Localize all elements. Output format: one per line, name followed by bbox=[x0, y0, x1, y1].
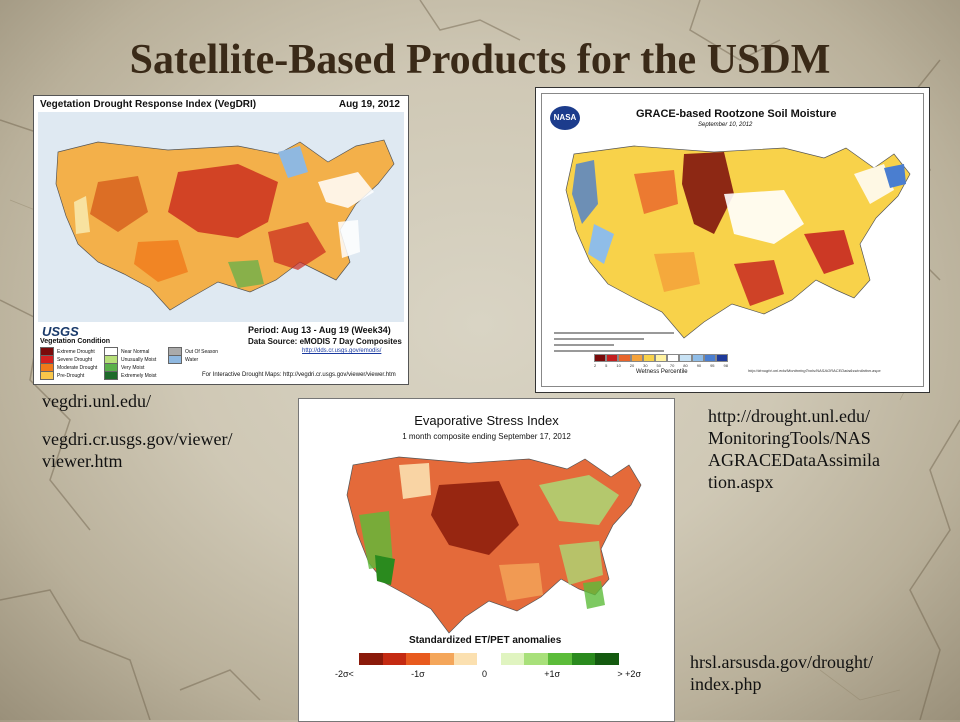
vegdri-link-2[interactable]: vegdri.cr.usgs.gov/viewer/ viewer.htm bbox=[42, 429, 233, 471]
grace-scale-swatch bbox=[703, 354, 716, 362]
grace-scale-swatch bbox=[715, 354, 729, 362]
esi-scale-swatch bbox=[500, 653, 525, 665]
vegdri-map-title: Vegetation Drought Response Index (VegDR… bbox=[40, 99, 257, 110]
esi-scale-swatch bbox=[359, 653, 383, 665]
legend-label: Extremely Moist bbox=[121, 372, 157, 379]
vegdri-legend-item: Near Normal bbox=[104, 347, 166, 356]
esi-scale-swatch bbox=[406, 653, 430, 665]
vegdri-legend-item: Extremely Moist bbox=[104, 371, 166, 380]
vegdri-legend-title: Vegetation Condition bbox=[40, 338, 110, 345]
grace-scale-swatch bbox=[679, 354, 692, 362]
vegdri-legend: Extreme Drought Severe Drought Moderate Dr… bbox=[40, 347, 240, 380]
grace-scale-swatch bbox=[618, 354, 631, 362]
grace-scale-swatch bbox=[642, 354, 655, 362]
vegdri-legend-item: Water bbox=[168, 355, 230, 364]
grace-scale-tick: 10 bbox=[616, 363, 621, 368]
vegdri-link-1[interactable]: vegdri.unl.edu/ bbox=[42, 391, 151, 411]
legend-label: Unusually Moist bbox=[121, 356, 157, 363]
legend-label: Near Normal bbox=[121, 348, 150, 355]
grace-scale-tick: 95 bbox=[710, 363, 715, 368]
vegdri-map-date: Aug 19, 2012 bbox=[338, 99, 400, 110]
grace-scale-tick: 20 bbox=[629, 363, 635, 368]
esi-scale-label: Standardized ET/PET anomalies bbox=[409, 635, 562, 646]
legend-label: Very Moist bbox=[121, 364, 145, 371]
vegdri-period: Period: Aug 13 - Aug 19 (Week34) bbox=[248, 325, 391, 335]
legend-label: Severe Drought bbox=[57, 356, 93, 363]
vegdri-legend-item: Pre-Drought bbox=[40, 371, 102, 380]
usgs-logo: USGS bbox=[42, 324, 79, 339]
slide-title: Satellite-Based Products for the USDM bbox=[129, 37, 831, 83]
esi-scale-tick: -1σ bbox=[411, 669, 425, 679]
esi-scale-swatch bbox=[453, 653, 478, 665]
esi-scale-swatch bbox=[524, 653, 549, 665]
vegdri-source-url: http://dds.cr.usgs.gov/emodis/ bbox=[302, 348, 382, 354]
esi-map-title: Evaporative Stress Index bbox=[414, 413, 559, 428]
grace-scale-tick: 30 bbox=[643, 363, 648, 368]
legend-swatch bbox=[104, 371, 118, 380]
nasa-logo-text: NASA bbox=[553, 113, 577, 122]
grace-scale-swatch bbox=[654, 354, 668, 362]
grace-scale-swatch bbox=[594, 354, 607, 362]
esi-color-scale bbox=[359, 653, 620, 665]
esi-scale-swatch bbox=[477, 653, 501, 665]
grace-scale-ticks: 2 5 10 20 30 50 70 80 90 95 98 bbox=[594, 363, 728, 368]
legend-swatch bbox=[168, 355, 182, 364]
vegdri-legend-item: Unusually Moist bbox=[104, 355, 166, 364]
vegdri-source: Data Source: eMODIS 7 Day Composites bbox=[248, 337, 402, 346]
grace-scale-tick: 80 bbox=[683, 363, 688, 368]
esi-scale-swatch bbox=[382, 653, 407, 665]
esi-scale-ticks: -2σ< -1σ 0 +1σ > +2σ bbox=[335, 669, 641, 679]
vegdri-us-map bbox=[38, 112, 404, 322]
legend-label: Extreme Drought bbox=[57, 348, 95, 355]
vegdri-map-panel: Vegetation Drought Response Index (VegDR… bbox=[33, 95, 409, 385]
grace-notes bbox=[554, 328, 674, 356]
grace-scale-tick: 50 bbox=[656, 363, 661, 368]
grace-scale-tick: 70 bbox=[669, 363, 675, 368]
esi-scale-tick: +1σ bbox=[544, 669, 561, 679]
esi-scale-swatch bbox=[429, 653, 454, 665]
grace-scale-swatch bbox=[667, 354, 680, 362]
grace-map-panel: NASA GRACE-based Rootzone Soil Moisture … bbox=[535, 87, 930, 393]
grace-scale-swatch bbox=[606, 354, 619, 362]
legend-label: Out Of Season bbox=[185, 348, 219, 355]
esi-scale-tick: -2σ< bbox=[335, 669, 354, 679]
vegdri-legend-item: Out Of Season bbox=[168, 347, 230, 356]
grace-us-map bbox=[565, 145, 911, 339]
esi-scale-swatch bbox=[571, 653, 596, 665]
grace-scale-swatch bbox=[691, 354, 704, 362]
esi-map-panel: Evaporative Stress Index 1 month composi… bbox=[298, 398, 675, 722]
grace-scale-tick: 5 bbox=[605, 363, 608, 368]
nasa-logo: NASA bbox=[550, 106, 580, 130]
grace-scale-swatch bbox=[630, 354, 643, 362]
vegdri-legend-item: Moderate Drought bbox=[40, 363, 102, 372]
grace-scale-label: Wetness Percentile bbox=[636, 369, 688, 375]
vegdri-legend-item: Severe Drought bbox=[40, 355, 102, 364]
grace-scale-tick: 2 bbox=[594, 363, 597, 368]
grace-map-date: September 10, 2012 bbox=[698, 122, 753, 128]
legend-label: Moderate Drought bbox=[57, 364, 98, 371]
esi-scale-tick: > +2σ bbox=[617, 669, 641, 679]
grace-map-url: http://drought.unl.edu/MonitoringTools/N… bbox=[748, 368, 881, 373]
grace-color-scale bbox=[594, 354, 729, 362]
esi-scale-swatch bbox=[595, 653, 620, 665]
legend-label: Pre-Drought bbox=[57, 372, 85, 379]
legend-label: Water bbox=[185, 356, 199, 363]
grace-link[interactable]: http://drought.unl.edu/ MonitoringTools/… bbox=[708, 406, 880, 492]
vegdri-legend-item: Extreme Drought bbox=[40, 347, 102, 356]
esi-scale-tick: 0 bbox=[481, 669, 487, 679]
legend-swatch bbox=[40, 371, 54, 380]
esi-us-map bbox=[346, 456, 642, 634]
grace-scale-tick: 98 bbox=[723, 363, 728, 368]
esi-map-subtitle: 1 month composite ending September 17, 2… bbox=[402, 432, 571, 441]
grace-scale-tick: 90 bbox=[696, 363, 702, 368]
vegdri-footer: For Interactive Drought Maps: http://veg… bbox=[202, 372, 396, 378]
vegdri-legend-item: Very Moist bbox=[104, 363, 166, 372]
esi-scale-swatch bbox=[548, 653, 572, 665]
grace-map-title: GRACE-based Rootzone Soil Moisture bbox=[636, 108, 837, 120]
esi-link[interactable]: hrsl.arsusda.gov/drought/ index.php bbox=[690, 652, 873, 694]
